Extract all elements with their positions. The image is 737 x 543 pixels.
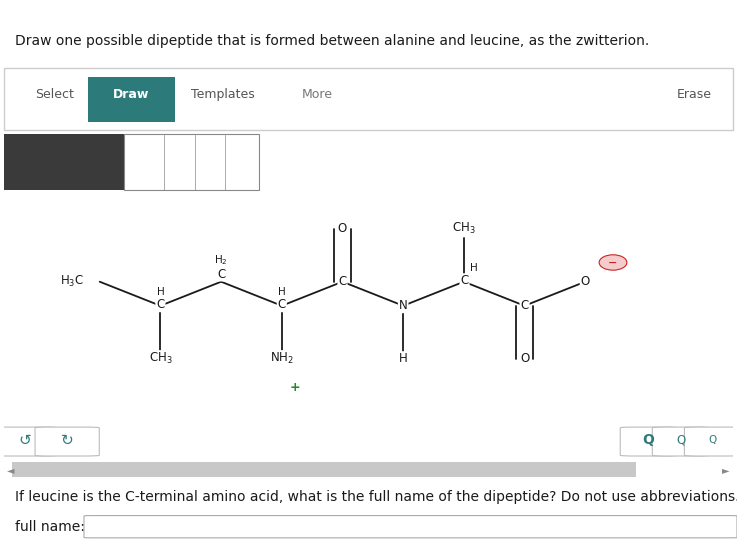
FancyBboxPatch shape — [4, 134, 124, 190]
Text: More: More — [302, 87, 333, 100]
FancyBboxPatch shape — [124, 134, 259, 190]
Text: Select: Select — [35, 87, 74, 100]
Text: CH$_3$: CH$_3$ — [452, 222, 475, 236]
Text: O: O — [581, 275, 590, 288]
Text: full name:: full name: — [15, 520, 85, 534]
Text: C: C — [156, 298, 164, 311]
Text: C: C — [338, 275, 346, 288]
FancyBboxPatch shape — [35, 427, 99, 456]
Text: −: − — [608, 257, 618, 268]
Text: C: C — [217, 268, 226, 281]
Text: Templates: Templates — [191, 87, 254, 100]
Text: H: H — [470, 263, 478, 273]
FancyBboxPatch shape — [88, 77, 175, 122]
Text: ↺: ↺ — [18, 433, 31, 448]
Text: Erase: Erase — [677, 87, 711, 100]
Text: O: O — [520, 352, 529, 365]
Text: ►: ► — [722, 465, 730, 475]
Text: Q: Q — [643, 433, 654, 447]
FancyBboxPatch shape — [4, 68, 733, 130]
Text: C: C — [461, 274, 469, 287]
Text: CH$_3$: CH$_3$ — [149, 351, 172, 366]
FancyBboxPatch shape — [652, 427, 709, 456]
Text: H: H — [156, 287, 164, 297]
Text: C: C — [278, 298, 286, 311]
Text: ↻: ↻ — [60, 433, 74, 448]
Text: C: C — [520, 299, 528, 312]
FancyBboxPatch shape — [0, 427, 57, 456]
FancyBboxPatch shape — [621, 427, 677, 456]
Text: Draw: Draw — [113, 87, 150, 100]
Text: H: H — [278, 287, 286, 297]
Text: NH$_2$: NH$_2$ — [270, 351, 294, 366]
Text: Draw one possible dipeptide that is formed between alanine and leucine, as the z: Draw one possible dipeptide that is form… — [15, 34, 649, 48]
Text: If leucine is the C-terminal amino acid, what is the full name of the dipeptide?: If leucine is the C-terminal amino acid,… — [15, 490, 737, 504]
Text: N: N — [399, 299, 408, 312]
Text: O: O — [338, 222, 347, 235]
FancyBboxPatch shape — [84, 516, 737, 538]
Text: Q: Q — [676, 434, 685, 447]
Circle shape — [599, 255, 627, 270]
Text: ◄: ◄ — [7, 465, 15, 475]
Bar — [13, 462, 636, 477]
Text: H$_2$: H$_2$ — [214, 254, 228, 268]
FancyBboxPatch shape — [685, 427, 737, 456]
Text: H: H — [399, 352, 408, 365]
Text: H$_3$C: H$_3$C — [60, 274, 84, 289]
Text: Q: Q — [709, 435, 717, 445]
Text: +: + — [290, 381, 300, 394]
